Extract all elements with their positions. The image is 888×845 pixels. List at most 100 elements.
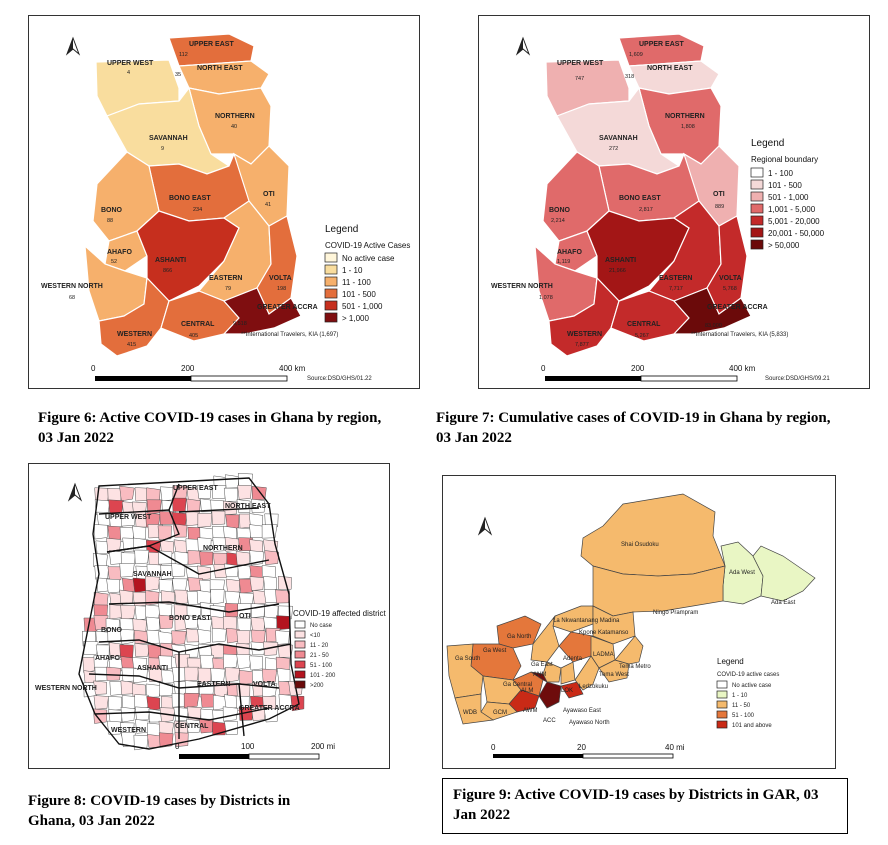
district-cell-63 xyxy=(173,539,188,554)
value-savannah: 272 xyxy=(609,146,618,152)
district-kpone xyxy=(592,605,636,645)
label-upper-west: UPPER WEST xyxy=(105,514,152,521)
district-cell-109 xyxy=(225,578,241,593)
district-cell-220 xyxy=(238,670,255,685)
legend-swatch-2 xyxy=(324,276,338,287)
label-ayawaso-east: Ayawaso East xyxy=(563,708,601,714)
map-legend: Legend Regional boundary 1 - 100 101 - 50… xyxy=(750,138,825,250)
label-adenta: Adenta xyxy=(563,656,583,662)
figure-7-map: UPPER WEST 747 UPPER EAST 1,609 NORTH EA… xyxy=(491,33,830,382)
district-cell-46 xyxy=(132,525,147,540)
legend-swatch-3 xyxy=(750,203,764,214)
label-ga-north: Ga North xyxy=(507,634,531,640)
district-cell-270 xyxy=(263,708,278,723)
value-bono-east: 234 xyxy=(193,207,202,213)
figure-7-caption: Figure 7: Cumulative cases of COVID-19 i… xyxy=(436,410,831,446)
district-cell-190 xyxy=(263,641,279,656)
label-savannah: SAVANNAH xyxy=(599,135,638,142)
legend-swatch-1 xyxy=(324,264,338,275)
label-ga-east: Ga East xyxy=(531,662,553,668)
district-cell-159 xyxy=(276,615,291,631)
scale-label-20: 20 xyxy=(577,743,586,752)
district-cell-117 xyxy=(132,591,148,607)
district-cell-163 xyxy=(119,629,135,645)
value-upper-west: 4 xyxy=(127,70,130,76)
district-cell-222 xyxy=(261,668,277,683)
district-cell-169 xyxy=(197,629,212,645)
district-shai-osudoku xyxy=(580,493,726,577)
region-labels: UPPER WEST 747 UPPER EAST 1,609 NORTH EA… xyxy=(491,41,768,348)
district-tema-metro xyxy=(614,635,644,665)
label-northern: NORTHERN xyxy=(215,113,255,120)
district-cell-67 xyxy=(224,537,241,552)
district-cell-217 xyxy=(197,667,212,684)
legend-subtitle: Regional boundary xyxy=(751,155,818,164)
legend-label-6: > 50,000 xyxy=(768,241,800,250)
label-western-north: WESTERN NORTH xyxy=(491,283,553,290)
legend-swatch-5 xyxy=(294,670,306,679)
value-eastern: 7,717 xyxy=(669,286,683,292)
district-cell-113 xyxy=(277,575,292,590)
label-upper-west: UPPER WEST xyxy=(107,60,154,67)
label-central: CENTRAL xyxy=(175,723,209,730)
label-bono: BONO xyxy=(549,207,571,214)
label-tema-metro: Tema Metro xyxy=(619,664,651,670)
district-cell-210 xyxy=(106,666,122,681)
district-cell-260 xyxy=(134,706,151,721)
label-greater-accra: GREATER ACCRA xyxy=(707,304,768,311)
district-cell-120 xyxy=(174,589,188,605)
label-bono: BONO xyxy=(101,627,123,634)
legend-swatch-2 xyxy=(750,191,764,202)
district-cell-223 xyxy=(276,667,291,683)
district-cell-167 xyxy=(171,630,187,646)
legend-label-3: 1,001 - 5,000 xyxy=(768,205,816,214)
figure-9-caption: Figure 9: Active COVID-19 cases by Distr… xyxy=(442,778,848,834)
district-cell-241 xyxy=(93,695,109,710)
legend-label-2: 501 - 1,000 xyxy=(768,193,809,202)
label-shai-osudoku: Shai Osudoku xyxy=(621,542,659,548)
district-cell-90 xyxy=(160,564,175,580)
value-north-east: 318 xyxy=(625,74,634,80)
value-savannah: 9 xyxy=(161,146,164,152)
label-volta: VOLTA xyxy=(253,681,276,688)
value-oti: 889 xyxy=(715,204,724,210)
scale-label-100: 100 xyxy=(241,742,255,751)
district-cell-278 xyxy=(198,718,214,734)
district-cell-149 xyxy=(145,616,160,632)
label-awm: AWM xyxy=(523,708,537,714)
legend-swatch-3 xyxy=(294,650,306,659)
district-cell-179 xyxy=(119,644,134,659)
legend-swatch-1 xyxy=(294,630,306,639)
scale-label-200: 200 mi xyxy=(311,742,335,751)
legend-label-0: No active case xyxy=(732,683,772,689)
district-cell-184 xyxy=(184,643,199,658)
legend-label-3: 21 - 50 xyxy=(310,653,329,659)
scale-bar: 0 20 40 mi xyxy=(491,743,685,759)
legend-swatch-3 xyxy=(716,710,728,719)
legend-swatch-4 xyxy=(750,215,764,226)
district-cell-131 xyxy=(120,604,136,620)
value-ashanti: 866 xyxy=(163,268,172,274)
legend-label-5: 101 - 200 xyxy=(310,673,336,679)
district-cell-216 xyxy=(184,666,199,682)
region-labels: UPPER WEST 4 UPPER EAST 112 NORTH EAST 3… xyxy=(41,41,318,348)
legend-swatch-4 xyxy=(716,720,728,729)
value-volta: 5,768 xyxy=(723,286,737,292)
value-bono: 88 xyxy=(107,218,113,224)
label-central: CENTRAL xyxy=(627,321,661,328)
label-upper-east: UPPER EAST xyxy=(639,41,684,48)
district-cell-85 xyxy=(94,565,109,580)
value-central: 5,267 xyxy=(635,333,649,339)
district-cell-251 xyxy=(223,694,238,709)
district-cell-201 xyxy=(199,654,214,669)
district-cell-198 xyxy=(158,655,173,670)
legend-title: Legend xyxy=(325,224,358,235)
district-cell-114 xyxy=(93,591,109,607)
district-cell-257 xyxy=(93,708,108,724)
district-wdb xyxy=(454,693,494,725)
figure-8-map-panel: UPPER WEST UPPER EAST NORTH EAST NORTHER… xyxy=(28,463,390,769)
district-cell-71 xyxy=(92,552,108,567)
district-cell-140 xyxy=(237,603,252,619)
district-cell-74 xyxy=(134,549,150,565)
district-ada-east xyxy=(752,545,816,602)
